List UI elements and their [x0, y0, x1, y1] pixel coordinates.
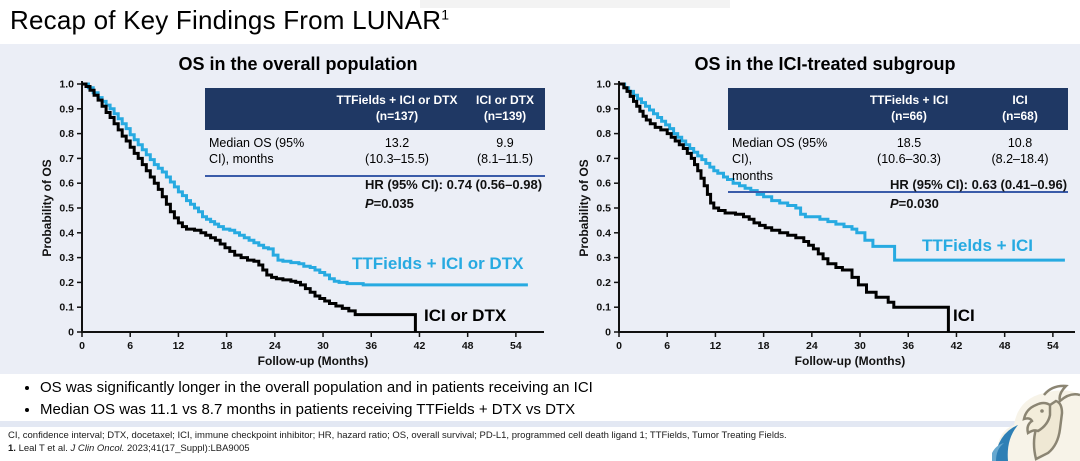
page-title-text: Recap of Key Findings From LUNAR	[10, 5, 442, 35]
table-row-label: Median OS (95% CI), months	[209, 136, 305, 167]
hazard-ratio-note: HR (95% CI): 0.63 (0.41–0.96) P=0.030	[890, 177, 1068, 211]
abbreviations-line: CI, confidence interval; DTX, docetaxel;…	[8, 430, 787, 441]
stats-table-header: TTFields + ICI or DTX (n=137) ICI or DTX…	[205, 88, 545, 131]
table-value-arm2: 10.8 (8.2–18.4)	[991, 136, 1049, 167]
bullet-item: OS was significantly longer in the overa…	[40, 379, 960, 396]
table-value-arm1: 18.5 (10.6–30.3)	[877, 136, 941, 167]
svg-text:12: 12	[173, 340, 185, 352]
svg-text:0.9: 0.9	[59, 103, 74, 115]
svg-text:54: 54	[1047, 340, 1059, 352]
chart-title: OS in the ICI-treated subgroup	[694, 54, 956, 74]
svg-text:0.1: 0.1	[59, 302, 74, 314]
footnotes: CI, confidence interval; DTX, docetaxel;…	[8, 430, 908, 454]
bullet-item: Median OS was 11.1 vs 8.7 months in pati…	[40, 401, 960, 418]
stats-table-row: Median OS (95% CI), months 13.2 (10.3–15…	[205, 130, 545, 177]
curve-label-ttfields-ici: TTFields + ICI	[922, 236, 1033, 255]
merlion-logo	[992, 384, 1080, 461]
reference-line: 1. Leal T et al. J Clin Oncol. 2023;41(1…	[8, 443, 250, 454]
svg-text:0.8: 0.8	[59, 128, 74, 140]
hazard-ratio-note: HR (95% CI): 0.74 (0.56–0.98) P=0.035	[365, 177, 543, 211]
svg-text:36: 36	[902, 340, 914, 352]
table-row-label: Median OS (95% CI), months	[732, 136, 828, 183]
charts-panel: OS in the overall population 0 6 12 18 24 30 3…	[0, 44, 1080, 374]
page-title: Recap of Key Findings From LUNAR1	[10, 5, 449, 36]
svg-text:0.2: 0.2	[596, 277, 611, 289]
p-value: =0.035	[373, 195, 414, 211]
p-label: P	[890, 195, 899, 211]
svg-text:0.1: 0.1	[596, 302, 611, 314]
key-findings-bullets: OS was significantly longer in the overa…	[40, 379, 960, 423]
chart-overall-population: OS in the overall population 0 6 12 18 24 30 3…	[38, 48, 558, 374]
svg-text:48: 48	[462, 340, 474, 352]
svg-text:0: 0	[616, 340, 622, 352]
stats-table-header: TTFields + ICI (n=66) ICI (n=68)	[728, 88, 1068, 131]
svg-text:36: 36	[365, 340, 377, 352]
curve-label-ici: ICI	[953, 306, 975, 325]
svg-text:1.0: 1.0	[59, 79, 74, 91]
stats-table-row: Median OS (95% CI), months 18.5 (10.6–30…	[728, 130, 1068, 193]
table-header-arm2: ICI (n=68)	[1002, 93, 1038, 123]
table-value-arm2: 9.9 (8.1–11.5)	[476, 136, 534, 167]
table-header-empty-cell	[728, 93, 846, 124]
svg-text:0.7: 0.7	[59, 153, 74, 165]
svg-text:0.2: 0.2	[59, 277, 74, 289]
divider-band	[0, 421, 1080, 427]
kaplan-meier-plot-ici-subgroup: 0 6 12 18 24 30 36 42 48 54 0 0.1 0.2 0.3 0.4 0.5 0.6 0.7…	[577, 79, 1075, 368]
svg-text:24: 24	[806, 340, 818, 352]
stats-table: TTFields + ICI (n=66) ICI (n=68) Median …	[728, 88, 1068, 193]
svg-text:48: 48	[999, 340, 1011, 352]
kaplan-meier-plot-overall: 0 6 12 18 24 30 36 42 48 54 0 0.1 0.2 0.3 0.4 0.5 0.6 0.7…	[40, 79, 544, 368]
svg-text:0.5: 0.5	[596, 203, 611, 215]
svg-text:42: 42	[951, 340, 963, 352]
chart-title: OS in the overall population	[178, 54, 418, 74]
svg-text:18: 18	[758, 340, 770, 352]
svg-text:12: 12	[710, 340, 722, 352]
svg-text:54: 54	[510, 340, 522, 352]
stats-table: TTFields + ICI or DTX (n=137) ICI or DTX…	[205, 88, 545, 177]
svg-text:0: 0	[605, 327, 611, 339]
svg-text:0.8: 0.8	[596, 128, 611, 140]
svg-text:0: 0	[79, 340, 85, 352]
curve-label-ttfields-ici-dtx: TTFields + ICI or DTX	[352, 254, 524, 273]
svg-text:0.6: 0.6	[59, 178, 74, 190]
svg-text:24: 24	[269, 340, 281, 352]
p-label: P	[365, 195, 374, 211]
svg-text:Follow-up (Months): Follow-up (Months)	[258, 354, 369, 368]
svg-text:6: 6	[127, 340, 133, 352]
p-value: =0.030	[898, 195, 939, 211]
svg-text:0.6: 0.6	[596, 178, 611, 190]
table-value-arm1: 13.2 (10.3–15.5)	[365, 136, 429, 167]
table-header-arm1: TTFields + ICI or DTX (n=137)	[336, 93, 458, 123]
chart-ici-subgroup: OS in the ICI-treated subgroup 0 6 12 18 24 3…	[575, 48, 1075, 374]
svg-text:30: 30	[854, 340, 866, 352]
watermark-remnant	[420, 0, 730, 8]
svg-text:18: 18	[221, 340, 233, 352]
svg-text:0.5: 0.5	[59, 203, 74, 215]
svg-text:Follow-up (Months): Follow-up (Months)	[795, 354, 906, 368]
svg-text:Probability of OS: Probability of OS	[40, 159, 54, 256]
svg-text:0: 0	[68, 327, 74, 339]
svg-text:6: 6	[664, 340, 670, 352]
svg-text:0.7: 0.7	[596, 153, 611, 165]
table-header-empty-cell	[205, 93, 329, 124]
svg-text:0.3: 0.3	[59, 252, 74, 264]
curve-label-ici-dtx: ICI or DTX	[424, 306, 507, 325]
svg-text:0.3: 0.3	[596, 252, 611, 264]
table-header-arm1: TTFields + ICI (n=66)	[869, 93, 949, 123]
svg-text:0.4: 0.4	[596, 227, 611, 239]
table-header-arm2: ICI or DTX (n=139)	[475, 93, 534, 123]
svg-text:0.4: 0.4	[59, 227, 74, 239]
page-title-reference-superscript: 1	[441, 6, 450, 23]
svg-text:30: 30	[317, 340, 329, 352]
svg-text:1.0: 1.0	[596, 79, 611, 91]
svg-text:Probability of OS: Probability of OS	[577, 159, 591, 256]
svg-text:42: 42	[414, 340, 426, 352]
svg-text:0.9: 0.9	[596, 103, 611, 115]
